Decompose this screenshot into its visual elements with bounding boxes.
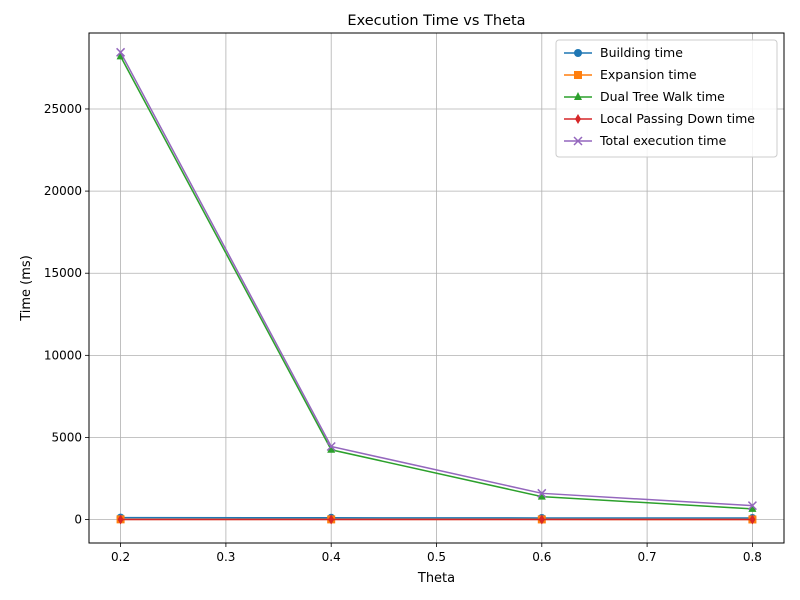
series-4 (116, 47, 757, 511)
x-tick-label: 0.2 (111, 550, 130, 564)
legend-label: Total execution time (599, 133, 727, 148)
y-tick-label: 15000 (44, 266, 82, 280)
chart-title: Execution Time vs Theta (347, 13, 525, 29)
x-tick-label: 0.3 (216, 550, 235, 564)
y-tick-label: 20000 (44, 184, 82, 198)
x-tick-label: 0.4 (322, 550, 341, 564)
legend-label: Expansion time (600, 67, 697, 82)
legend-label: Building time (600, 45, 683, 60)
data-point (749, 514, 756, 525)
legend-item: Expansion time (564, 67, 697, 82)
series-3 (117, 514, 756, 525)
legend-item: Building time (564, 45, 683, 60)
series-line (119, 56, 753, 510)
data-point (116, 47, 126, 57)
x-axis-label: Theta (417, 571, 455, 586)
y-tick-label: 25000 (44, 102, 82, 116)
legend-marker (573, 136, 583, 146)
data-point (537, 488, 547, 498)
y-tick-label: 10000 (44, 348, 82, 362)
x-tick-label: 0.6 (532, 550, 551, 564)
legend-marker (574, 71, 582, 79)
legend-item: Dual Tree Walk time (564, 89, 725, 104)
data-point (326, 441, 336, 452)
series-layer (116, 47, 757, 525)
data-point (328, 514, 335, 525)
y-axis-ticks: 0 5000 10000 15000 20000 25000 (44, 102, 89, 527)
x-tick-label: 0.7 (638, 550, 657, 564)
series-line (119, 51, 753, 507)
data-point (538, 514, 545, 525)
data-point (748, 503, 757, 512)
data-point (327, 444, 336, 453)
data-point (537, 491, 546, 500)
legend-marker (574, 49, 582, 57)
data-point (747, 501, 757, 511)
legend-frame (555, 39, 778, 158)
data-point (117, 514, 124, 525)
x-tick-label: 0.8 (743, 550, 762, 564)
legend-item: Local Passing Down time (564, 111, 755, 126)
legend: Building time Expansion time Dual Tree Wal… (555, 39, 778, 158)
legend-marker (574, 92, 582, 100)
x-tick-label: 0.5 (427, 550, 446, 564)
y-tick-label: 5000 (51, 430, 82, 444)
legend-label: Local Passing Down time (600, 111, 755, 126)
x-axis-ticks: 0.2 0.3 0.4 0.5 0.6 0.7 0.8 (111, 543, 762, 564)
y-axis-label: Time (ms) (19, 255, 34, 322)
legend-item: Total execution time (564, 133, 727, 148)
series-2 (116, 51, 757, 512)
legend-marker (575, 114, 581, 124)
y-tick-label: 0 (74, 513, 82, 527)
legend-label: Dual Tree Walk time (600, 89, 725, 104)
